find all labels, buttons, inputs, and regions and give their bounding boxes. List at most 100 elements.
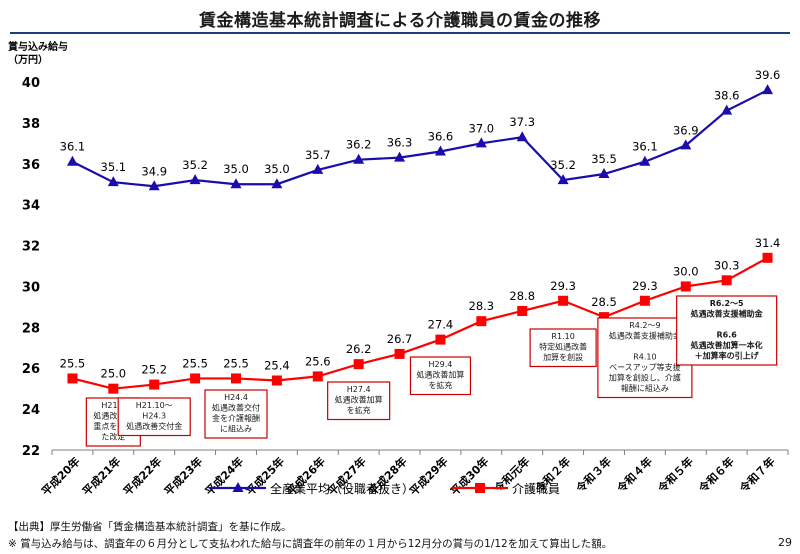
series-point-red [108,383,119,394]
annotation-text: 処遇改善交付 [212,403,260,413]
x-tick-label: 令和６年 [695,454,737,496]
x-tick-label: 平成20年 [39,454,83,498]
annotation-text: 処遇改善加算一本化 [690,340,763,350]
annotation-text: 金を介護報酬 [212,413,260,423]
y-tick-label: 30 [22,280,40,295]
series-point-blue [107,176,119,187]
annotation-box [204,389,268,439]
annotation-text: H24.4 [224,393,248,402]
data-label: 29.3 [550,279,576,293]
legend-label-blue: 全産業平均（役職者抜き） [270,481,414,496]
annotation-text: 処遇改善に [93,411,133,421]
y-tick-label: 36 [22,158,40,173]
data-label: 30.0 [673,264,699,278]
data-label: 26.2 [346,342,372,356]
chart-title: 賃金構造基本統計調査による介護職員の賃金の推移 [199,11,601,31]
data-label: 25.6 [305,354,331,368]
series-point-red [231,373,241,384]
data-label: 37.3 [509,115,535,129]
y-tick-label: 22 [22,444,40,459]
series-point-blue [762,84,774,95]
y-tick-label: 38 [22,117,40,132]
y-tick-label: 24 [22,403,40,418]
annotation-box [409,356,472,396]
data-label: 35.7 [305,148,331,162]
y-tick-label: 28 [22,321,40,336]
x-tick-label: 令和４年 [613,454,655,496]
x-tick-label: 令和５年 [654,454,696,496]
annotation-text: R6.6 [716,331,737,340]
annotation-text: ベースアップ等支援 [609,362,681,372]
data-label: 28.8 [509,289,535,303]
data-label: 36.1 [632,140,658,154]
series-point-red [517,305,528,316]
annotation-text: ＋加算率の引上げ [695,351,760,361]
data-label: 25.5 [223,356,249,370]
annotation-text: H29.4 [429,360,453,369]
data-label: 26.7 [387,332,413,346]
series-point-red [762,252,773,263]
series-point-red [394,348,405,359]
series-point-red [639,295,650,306]
data-label: 35.0 [264,162,290,176]
data-label: 36.3 [387,136,413,150]
data-label: 25.5 [60,356,86,370]
annotation-box [327,381,391,421]
annotation-text: R1.10 [551,332,574,341]
data-label: 35.5 [591,152,617,166]
data-label: 39.6 [755,68,781,82]
x-tick-label: 令和７年 [736,454,778,496]
annotation-text: を拡充 [347,405,371,415]
legend-label-red: 介護職員 [512,481,560,496]
annotation-text: R4.10 [633,353,656,362]
series-point-red [558,295,569,306]
series-point-blue [516,131,528,142]
series-point-blue [639,155,651,166]
annotation-text: を拡充 [428,380,452,390]
annotation-text: 特定処遇改善 [539,342,587,352]
data-label: 35.0 [223,162,249,176]
legend-marker-red [475,483,485,493]
series-point-red [271,375,282,386]
y-tick-label: 34 [22,199,40,214]
y-tick-label: 40 [22,76,40,91]
series-point-blue [557,174,569,185]
annotation-text: 処遇改善加算 [335,395,383,405]
page-number: 29 [778,536,792,549]
series-point-red [721,275,732,286]
x-tick-label: 平成22年 [120,454,164,498]
data-label: 27.4 [428,318,454,332]
y-tick-label: 32 [22,240,40,255]
annotation-text: H27.4 [347,385,371,394]
series-point-blue [271,178,283,189]
series-point-red [190,373,201,384]
data-label: 34.9 [141,164,167,178]
annotation-text: 処遇改善支援補助金 [690,309,764,319]
series-point-blue [148,180,160,191]
data-label: 28.3 [469,299,495,313]
data-label: 36.2 [346,138,372,152]
annotation-text: た改定 [101,432,125,442]
data-label: 35.1 [101,160,127,174]
series-point-blue [230,178,242,189]
series-point-red [67,373,78,384]
annotation-text: 処遇改善支援補助金 [609,331,681,341]
series-point-blue [66,155,78,166]
x-tick-label: 平成21年 [79,454,123,498]
legend-marker-blue [232,482,244,492]
data-label: 25.4 [264,358,290,372]
x-tick-label: 平成23年 [161,454,205,498]
series-point-blue [312,163,324,174]
data-label: 37.0 [469,121,495,135]
annotation-box [676,295,778,366]
series-line-0 [71,89,769,188]
x-tick-label: 令和３年 [572,454,614,496]
series-point-blue [189,174,201,185]
title-underline [10,32,790,34]
y-axis-label: 賞与込み給与 [8,40,68,53]
data-label: 36.9 [673,123,699,137]
series-point-blue [394,151,406,162]
data-label: 38.6 [714,89,740,103]
series-point-red [435,334,446,345]
annotation-text: 加算を創設 [543,352,583,362]
